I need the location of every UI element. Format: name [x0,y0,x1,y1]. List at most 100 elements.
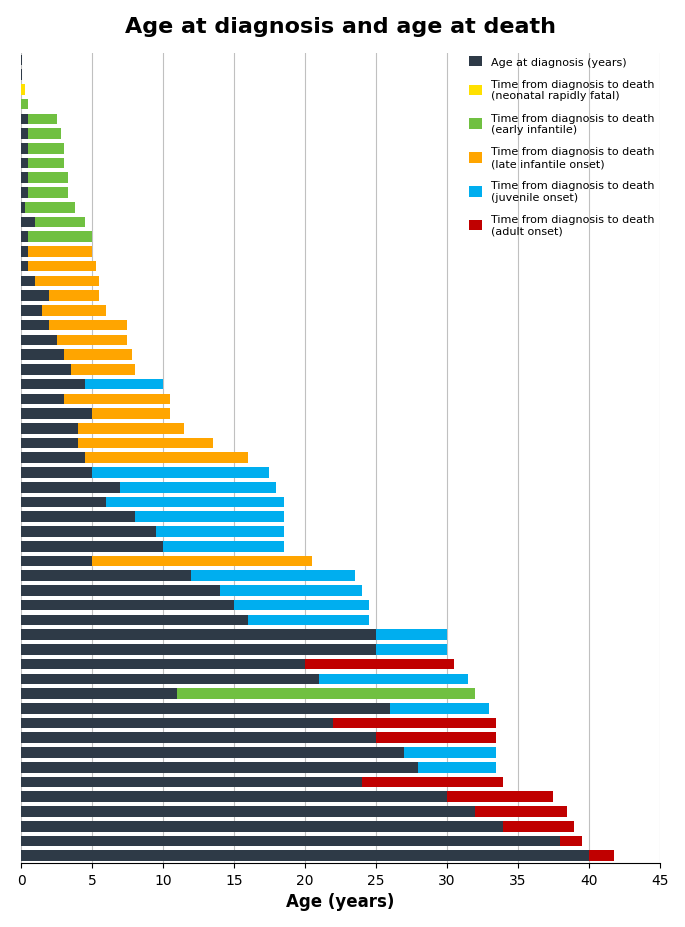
Bar [21,836,560,846]
Bar [248,615,369,626]
Legend: Age at diagnosis (years), Time from diagnosis to death
(neonatal rapidly fatal),: Age at diagnosis (years), Time from diag… [464,51,660,242]
Bar [376,644,447,655]
Bar [220,586,362,596]
Bar [21,556,92,566]
Bar [21,482,121,493]
Bar [21,159,28,169]
Bar [21,453,85,464]
Bar [177,689,475,699]
Bar [21,173,28,184]
Bar [92,409,170,419]
Bar [21,600,234,611]
Bar [21,218,35,228]
Bar [191,571,355,581]
Bar [390,704,489,714]
Bar [21,379,85,390]
Bar [419,762,497,773]
Bar [21,806,475,817]
Bar [503,821,575,832]
Bar [21,497,106,508]
Bar [21,821,503,832]
Bar [560,836,582,846]
Bar [85,453,248,464]
Bar [21,527,156,537]
Bar [21,188,28,198]
Bar [92,556,312,566]
Bar [21,424,78,434]
Bar [21,571,191,581]
Bar [28,173,68,184]
Bar [21,850,588,861]
Bar [305,659,454,669]
Bar [21,247,28,258]
Bar [21,659,305,669]
X-axis label: Age (years): Age (years) [286,893,395,910]
Bar [21,394,64,405]
Bar [21,276,35,287]
Bar [28,114,57,125]
Bar [85,379,163,390]
Bar [234,600,369,611]
Bar [21,349,64,361]
Bar [21,336,57,346]
Bar [21,144,28,155]
Bar [21,261,28,273]
Bar [21,85,25,95]
Bar [588,850,614,861]
Bar [447,792,553,802]
Bar [333,718,497,729]
Bar [21,732,376,743]
Bar [21,541,163,552]
Bar [163,541,284,552]
Bar [28,144,64,155]
Bar [78,424,184,434]
Bar [376,732,497,743]
Bar [28,247,92,258]
Bar [21,129,28,140]
Bar [21,512,134,523]
Bar [21,704,390,714]
Bar [319,674,468,684]
Bar [21,438,78,449]
Bar [25,203,75,213]
Bar [21,306,42,316]
Bar [21,203,25,213]
Bar [92,468,269,478]
Bar [21,232,28,243]
Bar [28,129,61,140]
Bar [376,629,447,641]
Bar [21,629,376,641]
Bar [21,321,49,331]
Bar [21,615,248,626]
Bar [49,291,99,301]
Bar [21,586,220,596]
Bar [21,747,404,758]
Bar [21,56,23,66]
Bar [21,644,376,655]
Bar [21,792,447,802]
Bar [362,777,503,787]
Bar [156,527,284,537]
Bar [404,747,497,758]
Bar [21,468,92,478]
Bar [121,482,277,493]
Title: Age at diagnosis and age at death: Age at diagnosis and age at death [125,17,556,37]
Bar [28,232,92,243]
Bar [28,261,97,273]
Bar [21,689,177,699]
Bar [57,336,127,346]
Bar [21,762,419,773]
Bar [78,438,212,449]
Bar [42,306,106,316]
Bar [35,218,85,228]
Bar [21,777,362,787]
Bar [64,394,170,405]
Bar [28,188,68,198]
Bar [21,100,28,110]
Bar [21,291,49,301]
Bar [49,321,127,331]
Bar [21,718,333,729]
Bar [21,364,71,375]
Bar [64,349,132,361]
Bar [21,674,319,684]
